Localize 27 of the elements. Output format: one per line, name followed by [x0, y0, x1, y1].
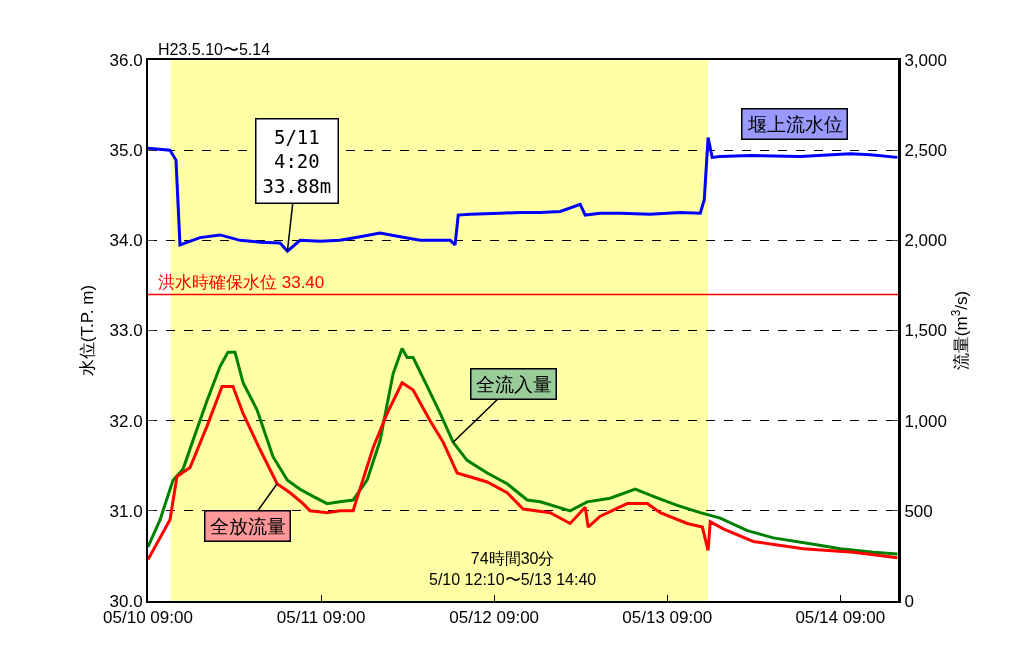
y-tick-label: 36.0	[109, 50, 143, 70]
series-label: 堰上流水位	[746, 113, 843, 135]
text: H23.5.10〜5.14	[158, 41, 271, 58]
x-tick-label: 05/12 09:00	[449, 608, 540, 628]
y2-tick-label: 500	[904, 501, 933, 521]
y2-tick-label: 3,000	[904, 50, 947, 70]
series-label: 全放流量	[209, 515, 286, 537]
y-axis-title: 水位(T.P. m)	[77, 284, 97, 377]
y2-tick-label: 2,000	[904, 231, 947, 251]
y2-tick-label: 0	[904, 591, 914, 611]
band-label: 74時間30分 5/10 12:10〜5/13 14:40	[429, 550, 597, 588]
y-tick-label: 35.0	[109, 141, 143, 161]
x-tick-label: 05/10 09:00	[103, 608, 193, 628]
y-tick-label: 31.0	[109, 501, 143, 521]
ref-line-label: 洪水時確保水位 33.40	[158, 273, 325, 292]
y2-tick-label: 2,500	[904, 141, 947, 161]
x-tick-label: 05/14 09:00	[795, 608, 886, 628]
text: 全流入量	[475, 373, 552, 395]
annotation: 5/11 4:20 33.88m	[262, 125, 332, 197]
y-tick-label: 32.0	[109, 411, 143, 431]
y-tick-label: 30.0	[109, 591, 143, 611]
y2-tick-label: 1,500	[904, 321, 947, 341]
y2-tick-label: 1,000	[904, 411, 947, 431]
x-tick-label: 05/13 09:00	[622, 608, 713, 628]
y-tick-label: 34.0	[109, 231, 143, 251]
y-tick-label: 33.0	[109, 321, 143, 341]
x-tick-label: 05/11 09:00	[276, 608, 366, 628]
